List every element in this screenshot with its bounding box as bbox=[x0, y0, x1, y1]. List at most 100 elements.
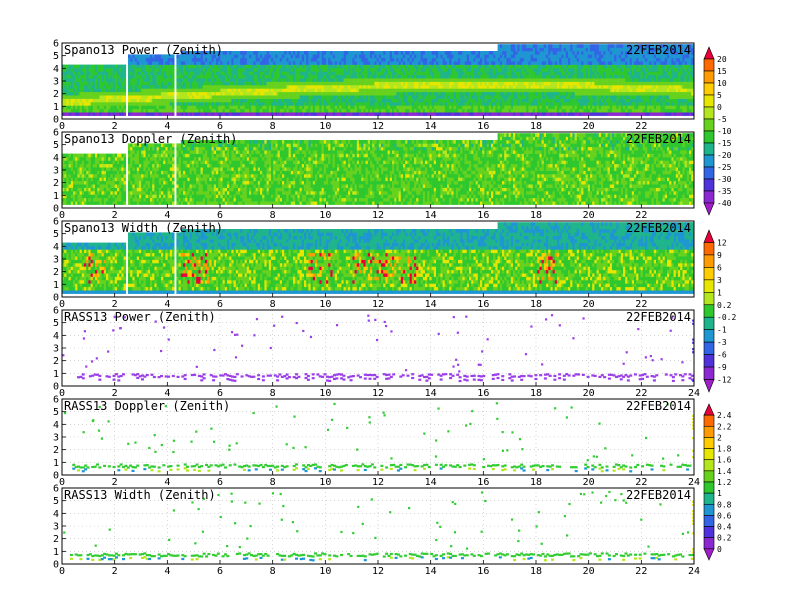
heatmap-cell bbox=[566, 71, 569, 75]
heatmap-cell bbox=[513, 58, 516, 62]
heatmap-cell bbox=[69, 99, 72, 103]
heatmap-cell bbox=[423, 71, 426, 75]
heatmap-cell bbox=[216, 71, 219, 75]
heatmap-cell bbox=[293, 78, 296, 82]
heatmap-cell bbox=[282, 65, 285, 69]
heatmap-cell bbox=[258, 92, 261, 96]
heatmap-cell bbox=[401, 95, 404, 99]
heatmap-cell bbox=[500, 85, 503, 89]
heatmap-cell bbox=[256, 95, 259, 99]
heatmap-cell bbox=[218, 88, 221, 92]
heatmap-cell bbox=[212, 99, 215, 103]
heatmap-cell bbox=[302, 95, 305, 99]
heatmap-cell bbox=[383, 78, 386, 82]
heatmap-cell bbox=[135, 112, 138, 116]
heatmap-cell bbox=[445, 68, 448, 72]
heatmap-cell bbox=[341, 102, 344, 106]
heatmap-cell bbox=[438, 95, 441, 99]
heatmap-cell bbox=[517, 51, 520, 55]
heatmap-cell bbox=[550, 75, 553, 79]
heatmap-cell bbox=[249, 112, 252, 116]
heatmap-cell bbox=[418, 71, 421, 75]
heatmap-cell bbox=[117, 99, 120, 103]
heatmap-cell bbox=[357, 99, 360, 103]
heatmap-cell bbox=[66, 88, 69, 92]
heatmap-cell bbox=[366, 102, 369, 106]
heatmap-cell bbox=[102, 109, 105, 113]
heatmap-cell bbox=[216, 58, 219, 62]
heatmap-cell bbox=[209, 82, 212, 86]
heatmap-cell bbox=[154, 65, 157, 69]
heatmap-cell bbox=[341, 61, 344, 65]
heatmap-cell bbox=[95, 95, 98, 99]
heatmap-cell bbox=[295, 61, 298, 65]
heatmap-cell bbox=[339, 99, 342, 103]
heatmap-cell bbox=[522, 102, 525, 106]
heatmap-cell bbox=[75, 99, 78, 103]
heatmap-cell bbox=[491, 99, 494, 103]
heatmap-cell bbox=[82, 109, 85, 113]
heatmap-cell bbox=[471, 99, 474, 103]
heatmap-cell bbox=[203, 61, 206, 65]
heatmap-cell bbox=[645, 105, 648, 109]
heatmap-cell bbox=[152, 78, 155, 82]
heatmap-cell bbox=[64, 82, 67, 86]
heatmap-cell bbox=[588, 48, 591, 52]
heatmap-cell bbox=[247, 58, 250, 62]
heatmap-cell bbox=[438, 51, 441, 55]
heatmap-cell bbox=[201, 68, 204, 72]
heatmap-cell bbox=[590, 48, 593, 52]
heatmap-cell bbox=[559, 92, 562, 96]
heatmap-cell bbox=[418, 75, 421, 79]
heatmap-cell bbox=[416, 78, 419, 82]
heatmap-cell bbox=[179, 82, 182, 86]
heatmap-cell bbox=[148, 75, 151, 79]
heatmap-cell bbox=[401, 109, 404, 113]
heatmap-cell bbox=[515, 71, 518, 75]
heatmap-cell bbox=[170, 112, 173, 116]
heatmap-cell bbox=[91, 99, 94, 103]
heatmap-cell bbox=[317, 54, 320, 58]
heatmap-cell bbox=[269, 105, 272, 109]
heatmap-cell bbox=[148, 112, 151, 116]
heatmap-cell bbox=[537, 102, 540, 106]
heatmap-cell bbox=[350, 75, 353, 79]
heatmap-cell bbox=[154, 92, 157, 96]
heatmap-cell bbox=[282, 92, 285, 96]
heatmap-cell bbox=[176, 88, 179, 92]
heatmap-cell bbox=[610, 82, 613, 86]
heatmap-cell bbox=[577, 51, 580, 55]
heatmap-cell bbox=[526, 48, 529, 52]
heatmap-cell bbox=[504, 48, 507, 52]
heatmap-cell bbox=[192, 71, 195, 75]
heatmap-cell bbox=[623, 88, 626, 92]
heatmap-cell bbox=[377, 105, 380, 109]
heatmap-cell bbox=[223, 88, 226, 92]
heatmap-cell bbox=[251, 68, 254, 72]
heatmap-cell bbox=[572, 82, 575, 86]
heatmap-cell bbox=[506, 51, 509, 55]
heatmap-cell bbox=[86, 71, 89, 75]
heatmap-cell bbox=[269, 88, 272, 92]
heatmap-cell bbox=[482, 85, 485, 89]
heatmap-cell bbox=[465, 68, 468, 72]
heatmap-cell bbox=[608, 112, 611, 116]
heatmap-cell bbox=[242, 109, 245, 113]
heatmap-cell bbox=[528, 112, 531, 116]
heatmap-cell bbox=[539, 99, 542, 103]
heatmap-cell bbox=[418, 92, 421, 96]
heatmap-cell bbox=[407, 88, 410, 92]
heatmap-cell bbox=[383, 105, 386, 109]
heatmap-cell bbox=[605, 44, 608, 48]
heatmap-cell bbox=[240, 71, 243, 75]
heatmap-cell bbox=[234, 105, 237, 109]
heatmap-cell bbox=[504, 99, 507, 103]
heatmap-cell bbox=[363, 92, 366, 96]
heatmap-cell bbox=[137, 71, 140, 75]
heatmap-cell bbox=[207, 105, 210, 109]
heatmap-cell bbox=[616, 44, 619, 48]
heatmap-cell bbox=[542, 78, 545, 82]
heatmap-cell bbox=[460, 95, 463, 99]
heatmap-cell bbox=[423, 105, 426, 109]
heatmap-cell bbox=[315, 82, 318, 86]
